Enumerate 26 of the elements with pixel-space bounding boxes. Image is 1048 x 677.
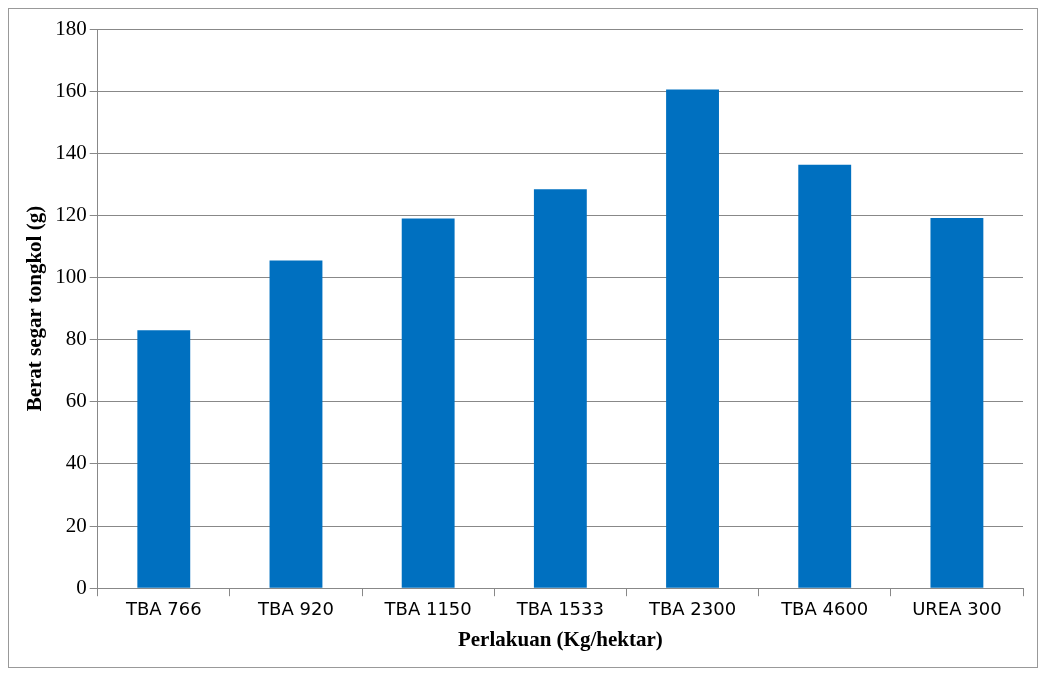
x-tick-label: UREA 300 [912,597,1002,619]
bar [269,260,323,588]
y-tick-label: 140 [55,139,87,164]
x-tick-label: TBA 1150 [383,597,472,619]
x-tick-label: TBA 2300 [647,597,737,619]
bar [533,189,587,588]
bar [798,164,852,588]
bar [401,218,455,588]
y-tick-label: 20 [65,512,87,537]
x-tick-label: TBA 920 [257,597,334,619]
y-tick-label: 160 [55,77,87,102]
y-tick-label: 0 [76,574,87,599]
y-tick-label: 80 [65,326,87,351]
bar [137,330,191,588]
x-tick-label: TBA 4600 [780,597,869,619]
y-tick-label: 120 [55,201,87,226]
x-axis-title: Perlakuan (Kg/hektar) [457,626,663,651]
bar [930,217,984,588]
x-tick-label: TBA 1533 [515,597,604,619]
y-tick-label: 180 [55,15,87,40]
y-axis-title: Berat segar tongkol (g) [22,205,47,412]
bar [666,89,719,588]
y-tick-label: 60 [65,388,87,413]
x-tick-label: TBA 766 [124,597,202,619]
y-tick-label: 100 [55,264,87,289]
y-tick-label: 40 [65,450,87,475]
